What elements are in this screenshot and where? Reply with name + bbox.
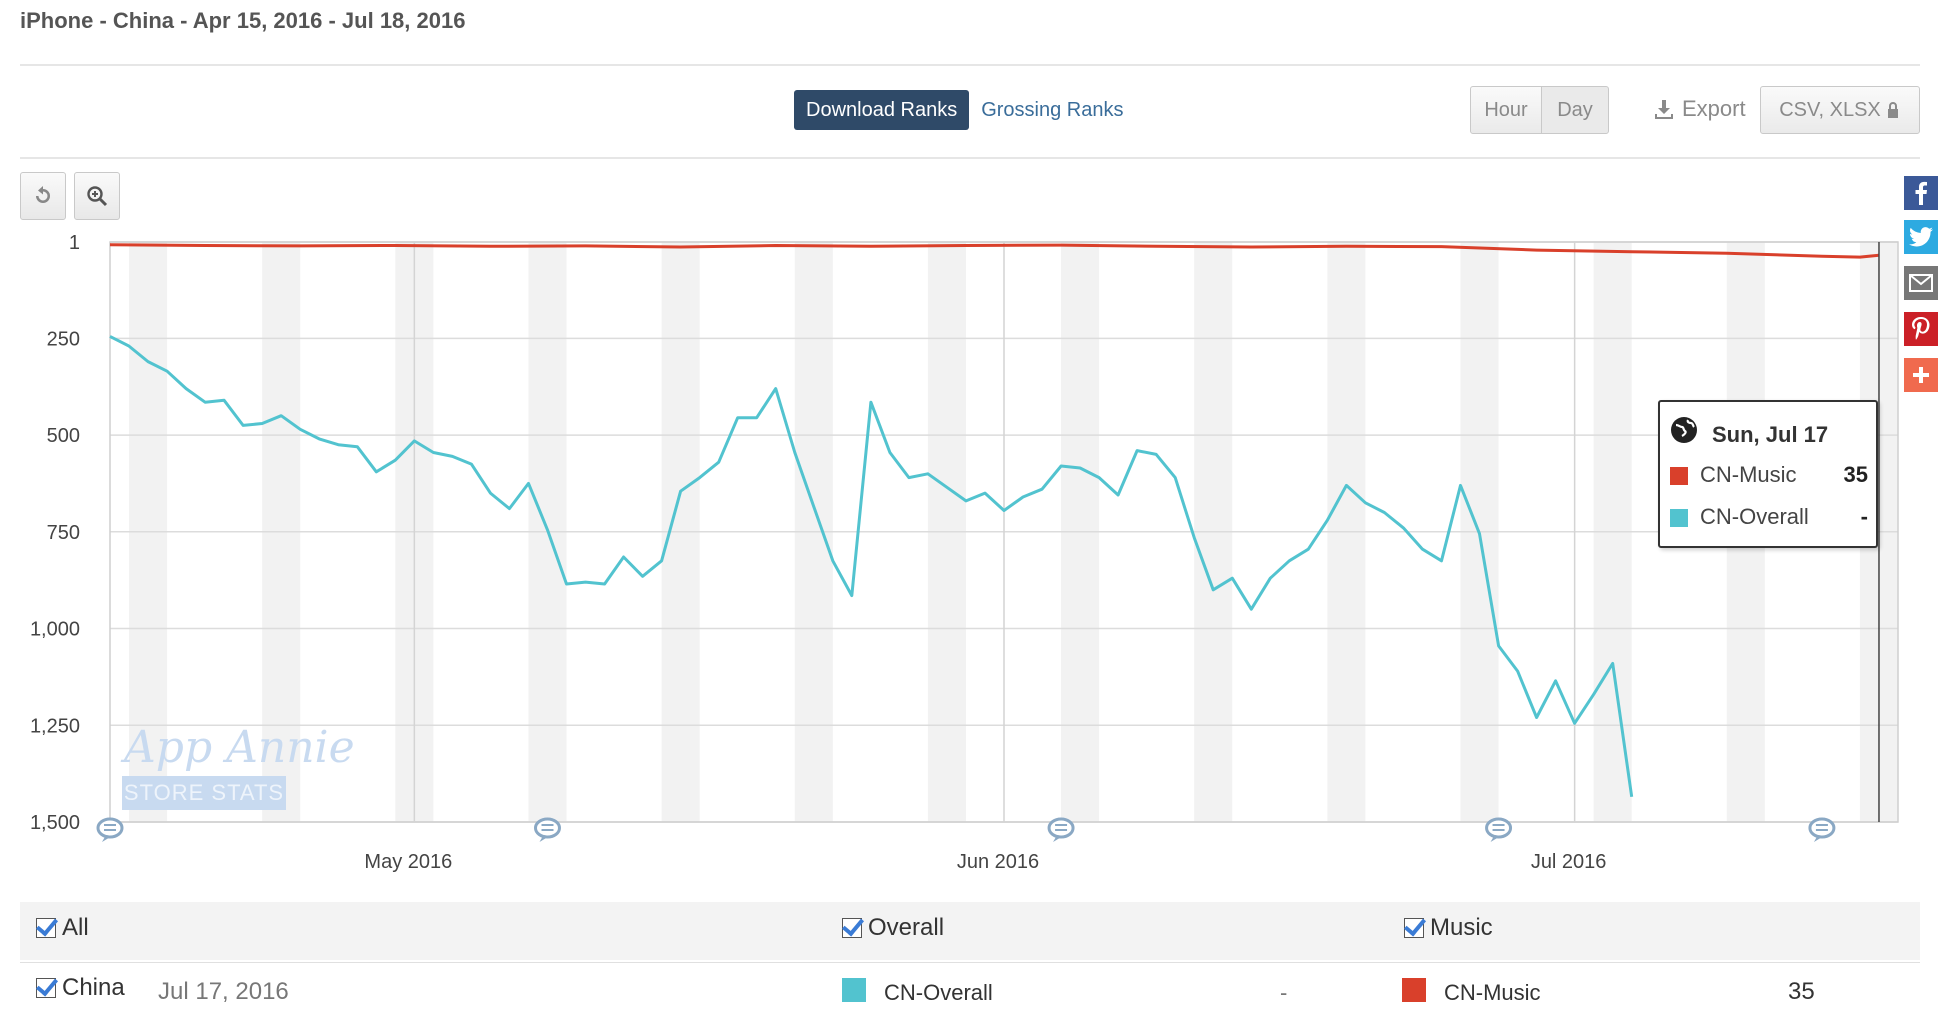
checkbox-china[interactable] (36, 978, 56, 998)
export-label: Export (1682, 96, 1746, 121)
twitter-icon (1909, 227, 1933, 247)
facebook-icon (1915, 181, 1927, 205)
overall-swatch (842, 978, 866, 1002)
tooltip-value: - (1860, 504, 1868, 529)
share-twitter[interactable] (1904, 220, 1938, 254)
email-icon (1909, 274, 1933, 292)
legend-overall[interactable]: Overall (842, 914, 944, 942)
export-formats: CSV, XLSX (1779, 98, 1881, 121)
tooltip-date: Sun, Jul 17 (1712, 422, 1829, 447)
tooltip-value: 35 (1843, 462, 1868, 487)
country-label: China (62, 974, 125, 1001)
music-series-value: 35 (1788, 978, 1815, 1005)
grid-lines (109, 241, 1899, 823)
share-email[interactable] (1904, 266, 1938, 300)
legend-all-label: All (62, 914, 89, 941)
day-button[interactable]: Day (1541, 86, 1609, 134)
event-marker-icon[interactable] (1808, 817, 1836, 842)
zoom-button[interactable] (74, 172, 120, 220)
series-lines (109, 242, 1880, 822)
divider (20, 157, 1920, 159)
y-tick-label: 750 (47, 522, 80, 544)
hour-button[interactable]: Hour (1470, 86, 1542, 134)
x-tick-label: May 2016 (364, 851, 452, 873)
legend-overall-label: Overall (868, 914, 945, 941)
overall-series-label: CN-Overall (884, 980, 993, 1005)
x-tick-label: Jun 2016 (957, 851, 1039, 873)
tooltip-row-overall: CN-Overall - (1670, 504, 1868, 530)
y-tick-label: 500 (47, 425, 80, 447)
lock-icon (1887, 102, 1898, 118)
globe-icon (1671, 417, 1697, 443)
export-format-button[interactable]: CSV, XLSX (1760, 86, 1920, 134)
y-axis: 1 250 500 750 1,000 1,250 1,500 (30, 232, 80, 834)
x-axis: May 2016 Jun 2016 Jul 2016 (364, 851, 1606, 873)
watermark-badge: STORE STATS (122, 776, 286, 810)
legend-music-label: Music (1430, 914, 1493, 941)
share-more[interactable] (1904, 358, 1938, 392)
series-line-cn-overall[interactable] (109, 335, 1634, 798)
music-swatch (1670, 467, 1688, 486)
legend-all[interactable]: All (36, 914, 89, 942)
legend-row-china[interactable]: China (36, 974, 125, 1002)
overall-swatch (1670, 509, 1688, 528)
checkbox-overall[interactable] (842, 918, 862, 938)
divider (20, 64, 1920, 66)
tooltip-row-music: CN-Music 35 (1670, 462, 1868, 488)
y-tick-label: 250 (47, 328, 80, 350)
tab-grossing-ranks[interactable]: Grossing Ranks (981, 98, 1124, 121)
legend-music[interactable]: Music (1404, 914, 1493, 942)
tab-download-ranks[interactable]: Download Ranks (794, 90, 970, 130)
divider (20, 962, 1920, 963)
tooltip-label: CN-Music (1700, 462, 1797, 487)
legend-header (20, 902, 1920, 960)
music-swatch (1402, 978, 1426, 1002)
y-tick-label: 1,250 (30, 715, 80, 737)
event-marker-icon[interactable] (1047, 817, 1075, 842)
zoom-icon (87, 186, 108, 207)
checkbox-music[interactable] (1404, 918, 1424, 938)
event-marker-icon[interactable] (96, 817, 124, 842)
watermark-logo: App Annie (124, 722, 355, 773)
series-line-cn-music[interactable] (109, 243, 1880, 259)
overall-series-value: - (1280, 980, 1288, 1005)
checkbox-all[interactable] (36, 918, 56, 938)
export-control[interactable]: Export (1652, 96, 1746, 122)
rank-type-tabs: Download Ranks Grossing Ranks (794, 90, 1135, 130)
music-series-label: CN-Music (1444, 980, 1541, 1005)
event-marker-icon[interactable] (1485, 817, 1513, 842)
tooltip-label: CN-Overall (1700, 504, 1809, 529)
y-tick-label: 1,500 (30, 812, 80, 834)
y-tick-label: 1,000 (30, 619, 80, 641)
annotation-markers (96, 817, 1836, 842)
download-icon (1655, 100, 1673, 119)
share-facebook[interactable] (1904, 176, 1938, 210)
plus-icon (1913, 367, 1929, 383)
reset-zoom-button[interactable] (20, 172, 66, 220)
page-title: iPhone - China - Apr 15, 2016 - Jul 18, … (20, 8, 466, 33)
event-marker-icon[interactable] (533, 817, 561, 842)
y-tick-label: 1 (69, 232, 80, 254)
rank-chart[interactable]: 1 250 500 750 1,000 1,250 1,500 May 2016 Jun 20… (0, 0, 1940, 880)
share-pinterest[interactable] (1904, 312, 1938, 346)
undo-icon (36, 186, 50, 203)
pinterest-icon (1912, 317, 1930, 340)
x-tick-label: Jul 2016 (1531, 851, 1607, 873)
chart-tooltip: Sun, Jul 17 CN-Music 35 CN-Overall - (1658, 400, 1878, 548)
legend-date: Jul 17, 2016 (158, 978, 289, 1005)
